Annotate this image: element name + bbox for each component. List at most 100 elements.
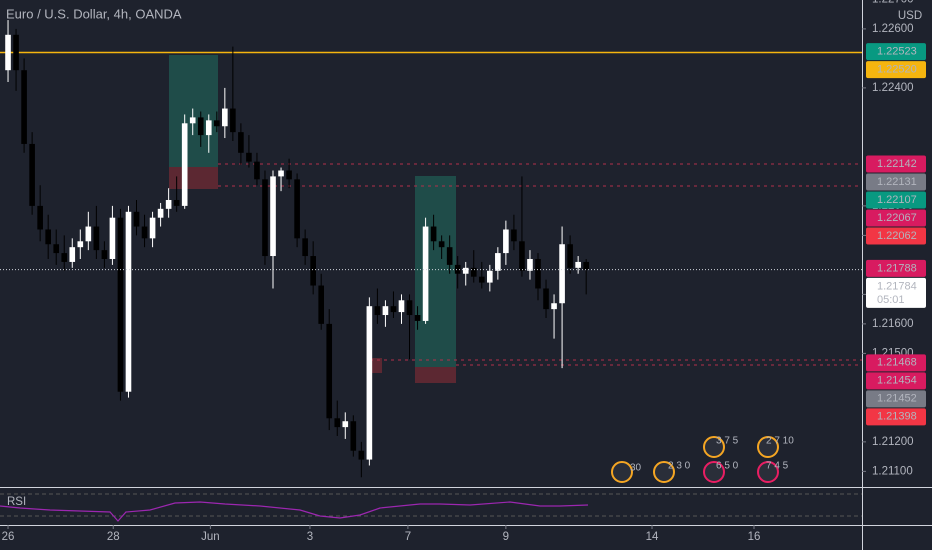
candle-body	[213, 120, 220, 127]
candle-body	[149, 217, 156, 239]
candle-body	[254, 161, 260, 180]
candle-body	[5, 34, 11, 71]
price-tag	[866, 61, 926, 79]
candle-body	[390, 306, 397, 313]
candle-body	[382, 306, 389, 316]
candle-body	[543, 288, 549, 310]
candle-body	[157, 208, 164, 218]
candle-body	[398, 300, 405, 313]
candle-body	[101, 250, 108, 259]
candle-body	[262, 179, 268, 257]
y-tick-label: 1.22700	[872, 0, 914, 5]
x-tick-label: 3	[307, 531, 313, 543]
candle-body	[222, 108, 228, 127]
event-label: 30	[630, 463, 642, 474]
price-tag	[866, 173, 926, 191]
candle-body	[117, 217, 124, 392]
plot-area	[0, 20, 862, 478]
candle-body	[21, 70, 27, 144]
price-tag	[866, 227, 926, 245]
candle-body	[125, 211, 132, 392]
candle-body	[478, 276, 485, 283]
event-icon	[653, 461, 675, 483]
event-icon	[757, 436, 779, 458]
candle-body	[278, 170, 284, 177]
candle-body	[470, 267, 477, 277]
marker-zone	[370, 358, 382, 373]
countdown: 05:01	[877, 294, 905, 306]
price-tag	[866, 408, 926, 426]
candle-body	[93, 226, 100, 251]
candle-body	[133, 211, 140, 227]
candle-body	[302, 238, 308, 257]
candle-body	[197, 117, 204, 136]
y-tick-label: 1.22600	[872, 23, 914, 35]
candle-body	[13, 34, 19, 71]
event-icons: 30 2 3 0 6 5 0 7 4 5 3 7 5 2 7 10	[611, 436, 794, 483]
price-tag	[866, 155, 926, 173]
candle-body	[246, 152, 252, 162]
candle-body	[53, 244, 60, 254]
indicator-label: RSI	[7, 496, 26, 508]
candle-body	[326, 323, 333, 419]
x-tick-label: 16	[748, 531, 761, 543]
candle-body	[29, 143, 35, 206]
candle-body	[559, 244, 565, 304]
price-tag	[866, 277, 926, 308]
candle-body	[350, 421, 357, 451]
event-label: 7 4 5	[766, 461, 789, 472]
price-tag-label: 1.21398	[877, 411, 917, 423]
candle-body	[181, 123, 188, 206]
y-tick-label: 1.21600	[872, 318, 914, 330]
long-target-zone	[415, 176, 456, 367]
price-tag-label: 1.22142	[877, 158, 917, 170]
x-tick-label: Jun	[201, 531, 220, 543]
candle-body	[334, 418, 341, 428]
price-tag	[866, 390, 926, 408]
long-target-zone	[169, 55, 218, 167]
candle-body	[358, 450, 365, 460]
event-icon	[703, 461, 725, 483]
candle-body	[109, 217, 116, 259]
candle-body	[286, 170, 292, 180]
candle-body	[575, 261, 581, 268]
price-tag-label: 1.21452	[877, 393, 917, 405]
candle-body	[535, 258, 541, 289]
event-icon	[611, 461, 633, 483]
candle-body	[189, 117, 196, 124]
price-tag-label: 1.21784	[877, 280, 917, 292]
candle-body	[414, 315, 421, 321]
rsi-line	[0, 501, 589, 522]
candle-body	[270, 176, 276, 257]
x-tick-label: 14	[646, 531, 659, 543]
x-tick-label: 9	[503, 531, 509, 543]
price-tag-label: 1.21468	[877, 357, 917, 369]
candle-body	[454, 264, 461, 274]
x-tick-label: 26	[2, 531, 15, 543]
candle-body	[141, 226, 148, 239]
price-tag-label: 1.21454	[877, 375, 917, 387]
price-tag-label: 1.21788	[877, 262, 917, 274]
candle-body	[495, 253, 501, 271]
currency-label: USD	[898, 10, 922, 22]
long-stop-zone	[169, 167, 218, 189]
candle-body	[173, 199, 180, 206]
price-tag	[866, 259, 926, 277]
candle-body	[551, 303, 557, 310]
candle-body	[37, 205, 43, 230]
long-stop-zone	[415, 367, 456, 383]
candle-body	[165, 199, 172, 209]
price-tag	[866, 209, 926, 227]
candle-body	[374, 306, 381, 316]
price-tag	[866, 354, 926, 372]
price-tag-label: 1.22107	[877, 194, 917, 206]
candle-body	[503, 229, 509, 254]
y-tick-label: 1.21200	[872, 436, 914, 448]
candle-body	[527, 258, 533, 271]
y-tick-label: 1.21100	[872, 465, 913, 477]
candle-body	[519, 241, 525, 271]
chart-title: Euro / U.S. Dollar, 4h, OANDA	[6, 6, 182, 21]
candle-body	[430, 226, 437, 242]
price-tag	[866, 43, 926, 61]
